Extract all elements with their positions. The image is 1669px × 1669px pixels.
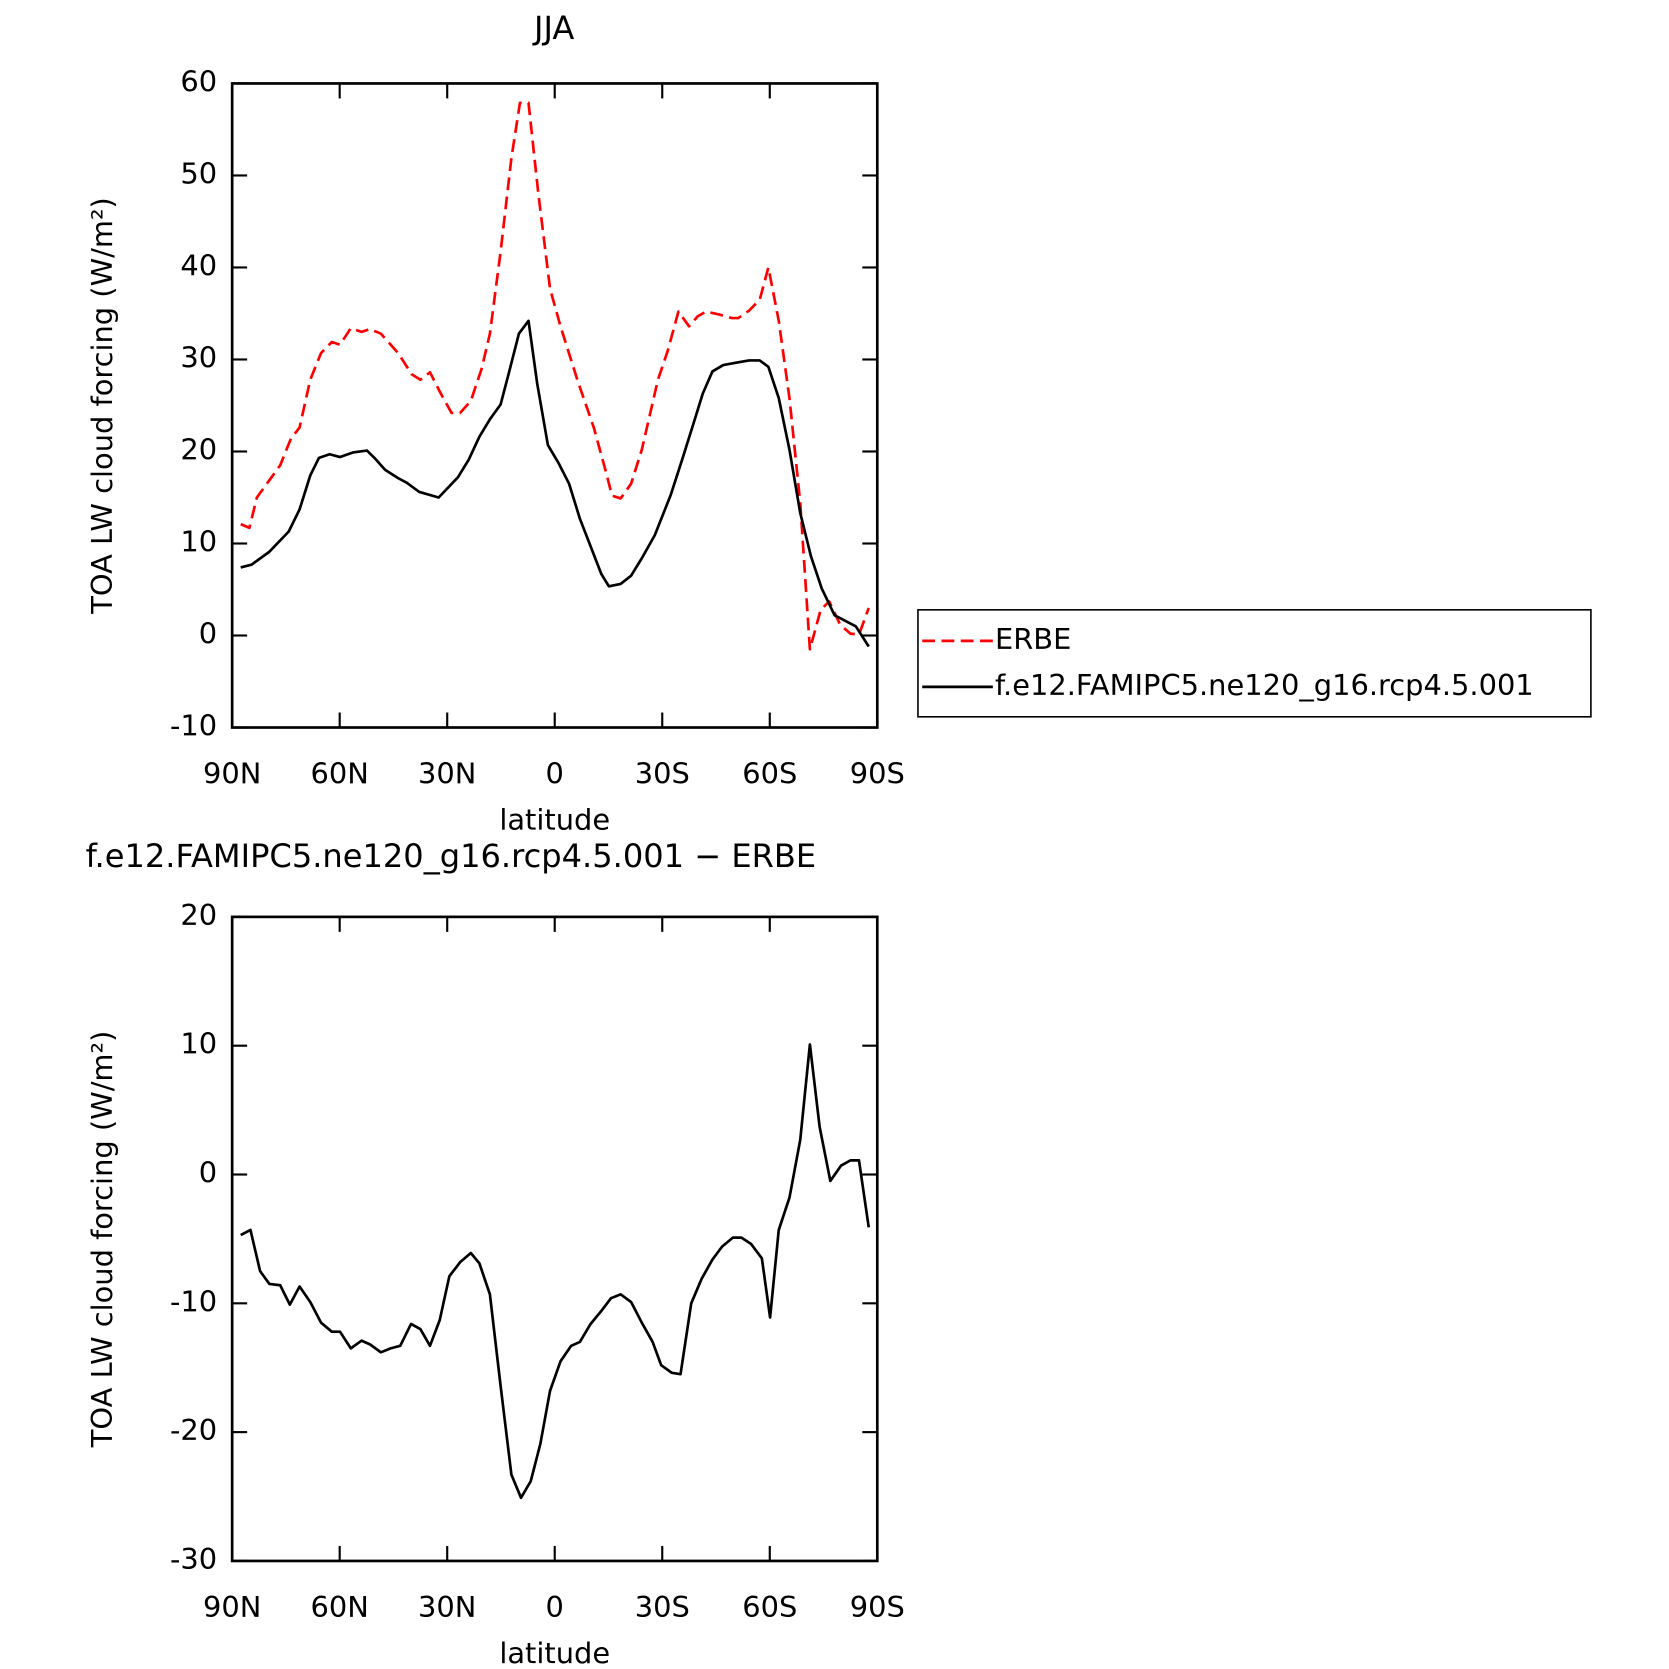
legend-label: ERBE — [995, 622, 1071, 656]
x-tick-label: 60N — [311, 1590, 369, 1624]
y-tick-label: 60 — [180, 64, 217, 98]
x-tick-label: 60S — [742, 757, 797, 791]
x-tick-label: 90S — [850, 757, 905, 791]
x-tick-label: 0 — [546, 1590, 564, 1624]
legend-box — [917, 609, 1592, 718]
x-tick-label: 60S — [742, 1590, 797, 1624]
plot-frame — [230, 915, 879, 1563]
data-line — [240, 319, 870, 648]
x-tick-label: 0 — [546, 757, 564, 791]
y-tick-label: -10 — [170, 709, 217, 743]
x-axis-label: latitude — [499, 803, 610, 837]
x-tick-label: 30S — [635, 757, 690, 791]
legend-label: f.e12.FAMIPC5.ne120_g16.rcp4.5.001 — [995, 668, 1534, 702]
data-line — [240, 101, 870, 651]
y-tick-label: 20 — [180, 432, 217, 466]
x-tick-label: 30S — [635, 1590, 690, 1624]
x-tick-label: 90S — [850, 1590, 905, 1624]
y-tick-label: 20 — [180, 898, 217, 932]
x-tick-label: 60N — [311, 757, 369, 791]
chart-title: JJA — [532, 9, 574, 47]
y-tick-label: 40 — [180, 248, 217, 282]
y-tick-label: 10 — [180, 524, 217, 558]
y-tick-label: 0 — [199, 1156, 217, 1190]
y-tick-label: -10 — [170, 1284, 217, 1318]
y-tick-label: 10 — [180, 1027, 217, 1061]
x-tick-label: 30N — [418, 757, 476, 791]
y-tick-label: 50 — [180, 156, 217, 190]
y-tick-label: -20 — [170, 1413, 217, 1447]
x-tick-label: 90N — [203, 757, 261, 791]
y-tick-label: -30 — [170, 1542, 217, 1576]
y-axis-label: TOA LW cloud forcing (W/m²) — [85, 1031, 119, 1449]
y-axis-label: TOA LW cloud forcing (W/m²) — [85, 197, 119, 615]
x-tick-label: 30N — [418, 1590, 476, 1624]
y-tick-label: 0 — [199, 617, 217, 651]
y-tick-label: 30 — [180, 340, 217, 374]
x-tick-label: 90N — [203, 1590, 261, 1624]
data-line — [240, 1043, 871, 1500]
chart-title: f.e12.FAMIPC5.ne120_g16.rcp4.5.001 − ERB… — [86, 837, 817, 875]
x-axis-label: latitude — [499, 1636, 610, 1669]
